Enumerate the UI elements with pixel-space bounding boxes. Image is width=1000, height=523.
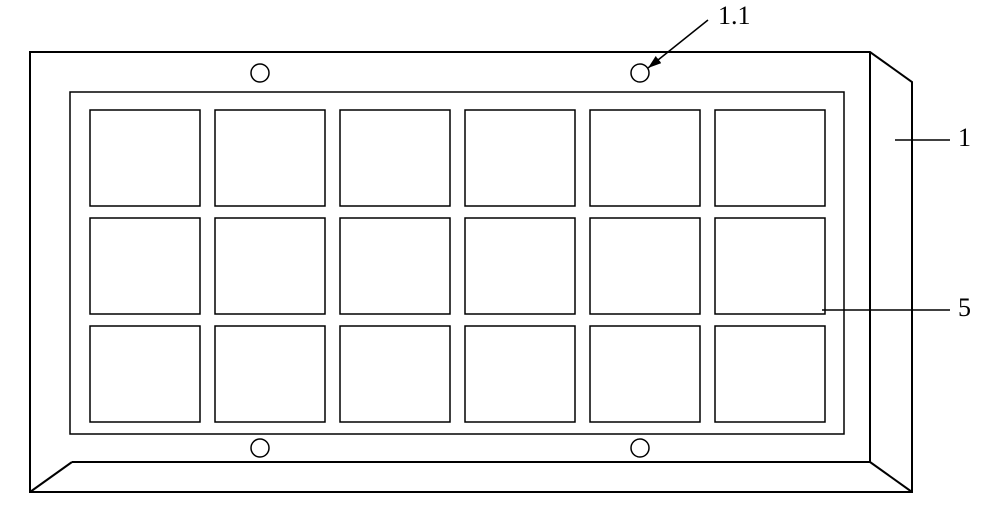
grid-cell (715, 326, 825, 422)
grid-cell (215, 326, 325, 422)
grid-cell (465, 110, 575, 206)
callout-label: 5 (958, 293, 971, 322)
grid-cell (590, 218, 700, 314)
grid-cell (715, 218, 825, 314)
grid-cell (715, 110, 825, 206)
grid-cell (590, 326, 700, 422)
grid-cell (340, 326, 450, 422)
grid-cell (90, 110, 200, 206)
grid-cell (215, 110, 325, 206)
grid-cell (465, 326, 575, 422)
mount-hole (251, 439, 269, 457)
callout-label: 1.1 (718, 1, 751, 30)
grid-cell (465, 218, 575, 314)
grid-cell (340, 110, 450, 206)
grid-cell (340, 218, 450, 314)
grid-cell (90, 218, 200, 314)
callout-label: 1 (958, 123, 971, 152)
grid-cell (215, 218, 325, 314)
grid-cell (590, 110, 700, 206)
mount-hole (251, 64, 269, 82)
mount-hole (631, 439, 649, 457)
mount-hole (631, 64, 649, 82)
grid-cell (90, 326, 200, 422)
